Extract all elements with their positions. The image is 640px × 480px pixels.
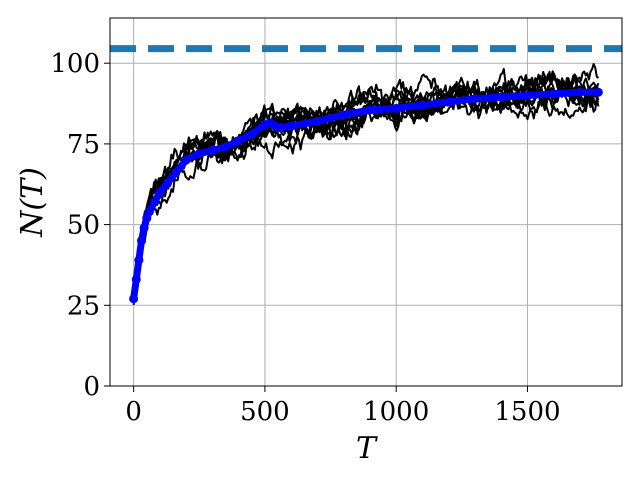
grid bbox=[110, 18, 622, 387]
sample-trajectory bbox=[132, 63, 600, 304]
x-axis-ticks: 0 500 1000 1500 bbox=[125, 386, 561, 427]
mean-point bbox=[444, 97, 454, 107]
x-axis-label: T bbox=[356, 431, 378, 466]
mean-curve bbox=[130, 88, 602, 303]
sample-trajectories bbox=[132, 63, 600, 305]
mean-point bbox=[549, 89, 559, 99]
mean-point bbox=[470, 94, 480, 104]
mean-point bbox=[155, 187, 165, 197]
mean-point bbox=[575, 87, 585, 97]
mean-point bbox=[139, 223, 149, 233]
mean-point bbox=[522, 90, 532, 100]
y-tick-label: 0 bbox=[83, 372, 100, 402]
x-tick-label: 0 bbox=[125, 397, 142, 427]
mean-point bbox=[286, 121, 296, 131]
mean-point bbox=[496, 92, 506, 102]
y-tick-label: 75 bbox=[67, 130, 100, 160]
mean-point bbox=[207, 145, 217, 155]
y-tick-label: 50 bbox=[67, 211, 100, 241]
x-tick-label: 1000 bbox=[363, 397, 429, 427]
mean-point bbox=[171, 168, 181, 178]
mean-point bbox=[339, 110, 349, 120]
mean-point bbox=[276, 123, 286, 133]
mean-point bbox=[163, 178, 173, 188]
y-tick-label: 100 bbox=[50, 49, 100, 79]
mean-point bbox=[593, 87, 603, 97]
mean-curve-group bbox=[129, 87, 603, 304]
mean-point bbox=[129, 294, 139, 304]
mean-point bbox=[417, 100, 427, 110]
y-axis-ticks: 0 25 50 75 100 bbox=[50, 49, 110, 402]
mean-point bbox=[137, 236, 147, 246]
x-tick-label: 1500 bbox=[494, 397, 560, 427]
mean-point bbox=[221, 142, 231, 152]
mean-point bbox=[194, 149, 204, 159]
mean-point bbox=[144, 207, 154, 217]
mean-point bbox=[391, 103, 401, 113]
mean-point bbox=[181, 155, 191, 165]
mean-point bbox=[312, 116, 322, 126]
mean-point bbox=[247, 129, 257, 139]
mean-point bbox=[365, 105, 375, 115]
plot-frame bbox=[109, 17, 623, 387]
mean-point bbox=[150, 197, 160, 207]
y-tick-label: 25 bbox=[67, 291, 100, 321]
y-axis-label: N(T) bbox=[15, 167, 50, 238]
mean-point bbox=[134, 255, 144, 265]
mean-point bbox=[131, 274, 141, 284]
x-tick-label: 500 bbox=[240, 397, 290, 427]
mean-point bbox=[234, 136, 244, 146]
